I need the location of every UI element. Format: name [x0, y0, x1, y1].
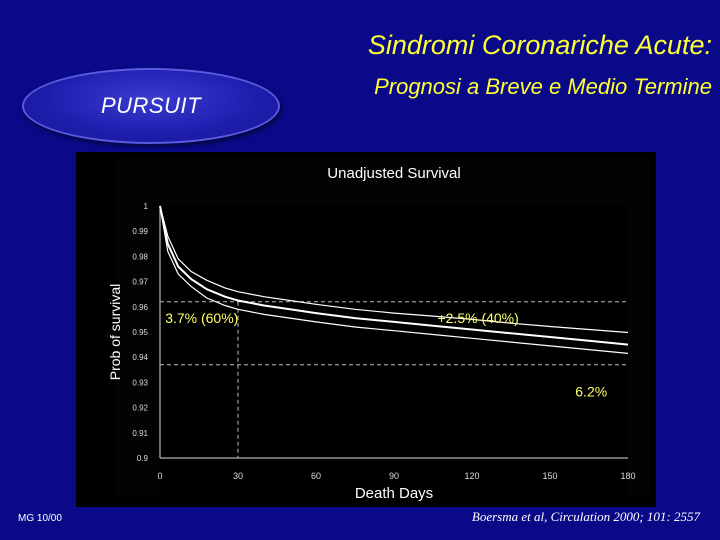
series-line-upper-ci [159, 205, 629, 334]
trial-badge: PURSUIT [22, 68, 280, 144]
y-tick-label: 0.98 [132, 252, 148, 261]
annotation-label: +2.5% (40%) [437, 310, 518, 326]
y-tick-label: 0.93 [132, 378, 148, 387]
reference-lines [160, 301, 628, 458]
y-tick-label: 0.94 [132, 353, 148, 362]
y-tick-label: 0.99 [132, 227, 148, 236]
y-tick-label: 0.92 [132, 404, 148, 413]
footer-citation: Boersma et al, Circulation 2000; 101: 25… [471, 509, 700, 524]
y-tick-label: 0.91 [132, 429, 148, 438]
y-tick-label: 0.97 [132, 278, 148, 287]
x-tick-label: 60 [311, 471, 321, 481]
chart-annotations: 3.7% (60%) +2.5% (40%) 6.2% [165, 310, 607, 399]
x-tick-label: 150 [542, 471, 557, 481]
chart-title: Unadjusted Survival [327, 165, 460, 182]
x-tick-label: 180 [620, 471, 635, 481]
y-tick-label: 1 [144, 202, 149, 211]
survival-curves [159, 205, 629, 354]
y-axis-label: Prob of survival [107, 284, 123, 380]
plot-area [160, 206, 628, 507]
x-tick-label: 0 [157, 471, 162, 481]
x-tick-label: 120 [464, 471, 479, 481]
survival-chart-svg: 1 0.99 0.98 0.97 0.96 0.95 0.94 0.93 0.92 0.91 0.9… [107, 158, 650, 507]
x-axis-label: Death Days [355, 485, 433, 502]
footer-author-code: MG 10/00 [18, 513, 62, 524]
y-tick-label: 0.95 [132, 328, 148, 337]
series-line-survival [159, 205, 629, 346]
y-tick-labels: 1 0.99 0.98 0.97 0.96 0.95 0.94 0.93 0.92 0.91 0.9 [132, 202, 148, 463]
x-tick-label: 30 [233, 471, 243, 481]
trial-badge-label: PURSUIT [100, 93, 202, 118]
series-line-lower-ci [159, 205, 629, 354]
slide-title: Sindromi Coronariche Acute: [367, 30, 712, 60]
y-tick-label: 0.96 [132, 303, 148, 312]
slide-subtitle: Prognosi a Breve e Medio Termine [374, 74, 712, 99]
y-tick-label: 0.9 [137, 454, 149, 463]
x-tick-labels: 0 30 60 90 120 150 180 [157, 471, 635, 481]
annotation-label: 3.7% (60%) [165, 310, 238, 326]
x-tick-label: 90 [389, 471, 399, 481]
survival-chart: 1 0.99 0.98 0.97 0.96 0.95 0.94 0.93 0.92 0.91 0.9… [76, 152, 656, 507]
annotation-label: 6.2% [575, 383, 607, 399]
